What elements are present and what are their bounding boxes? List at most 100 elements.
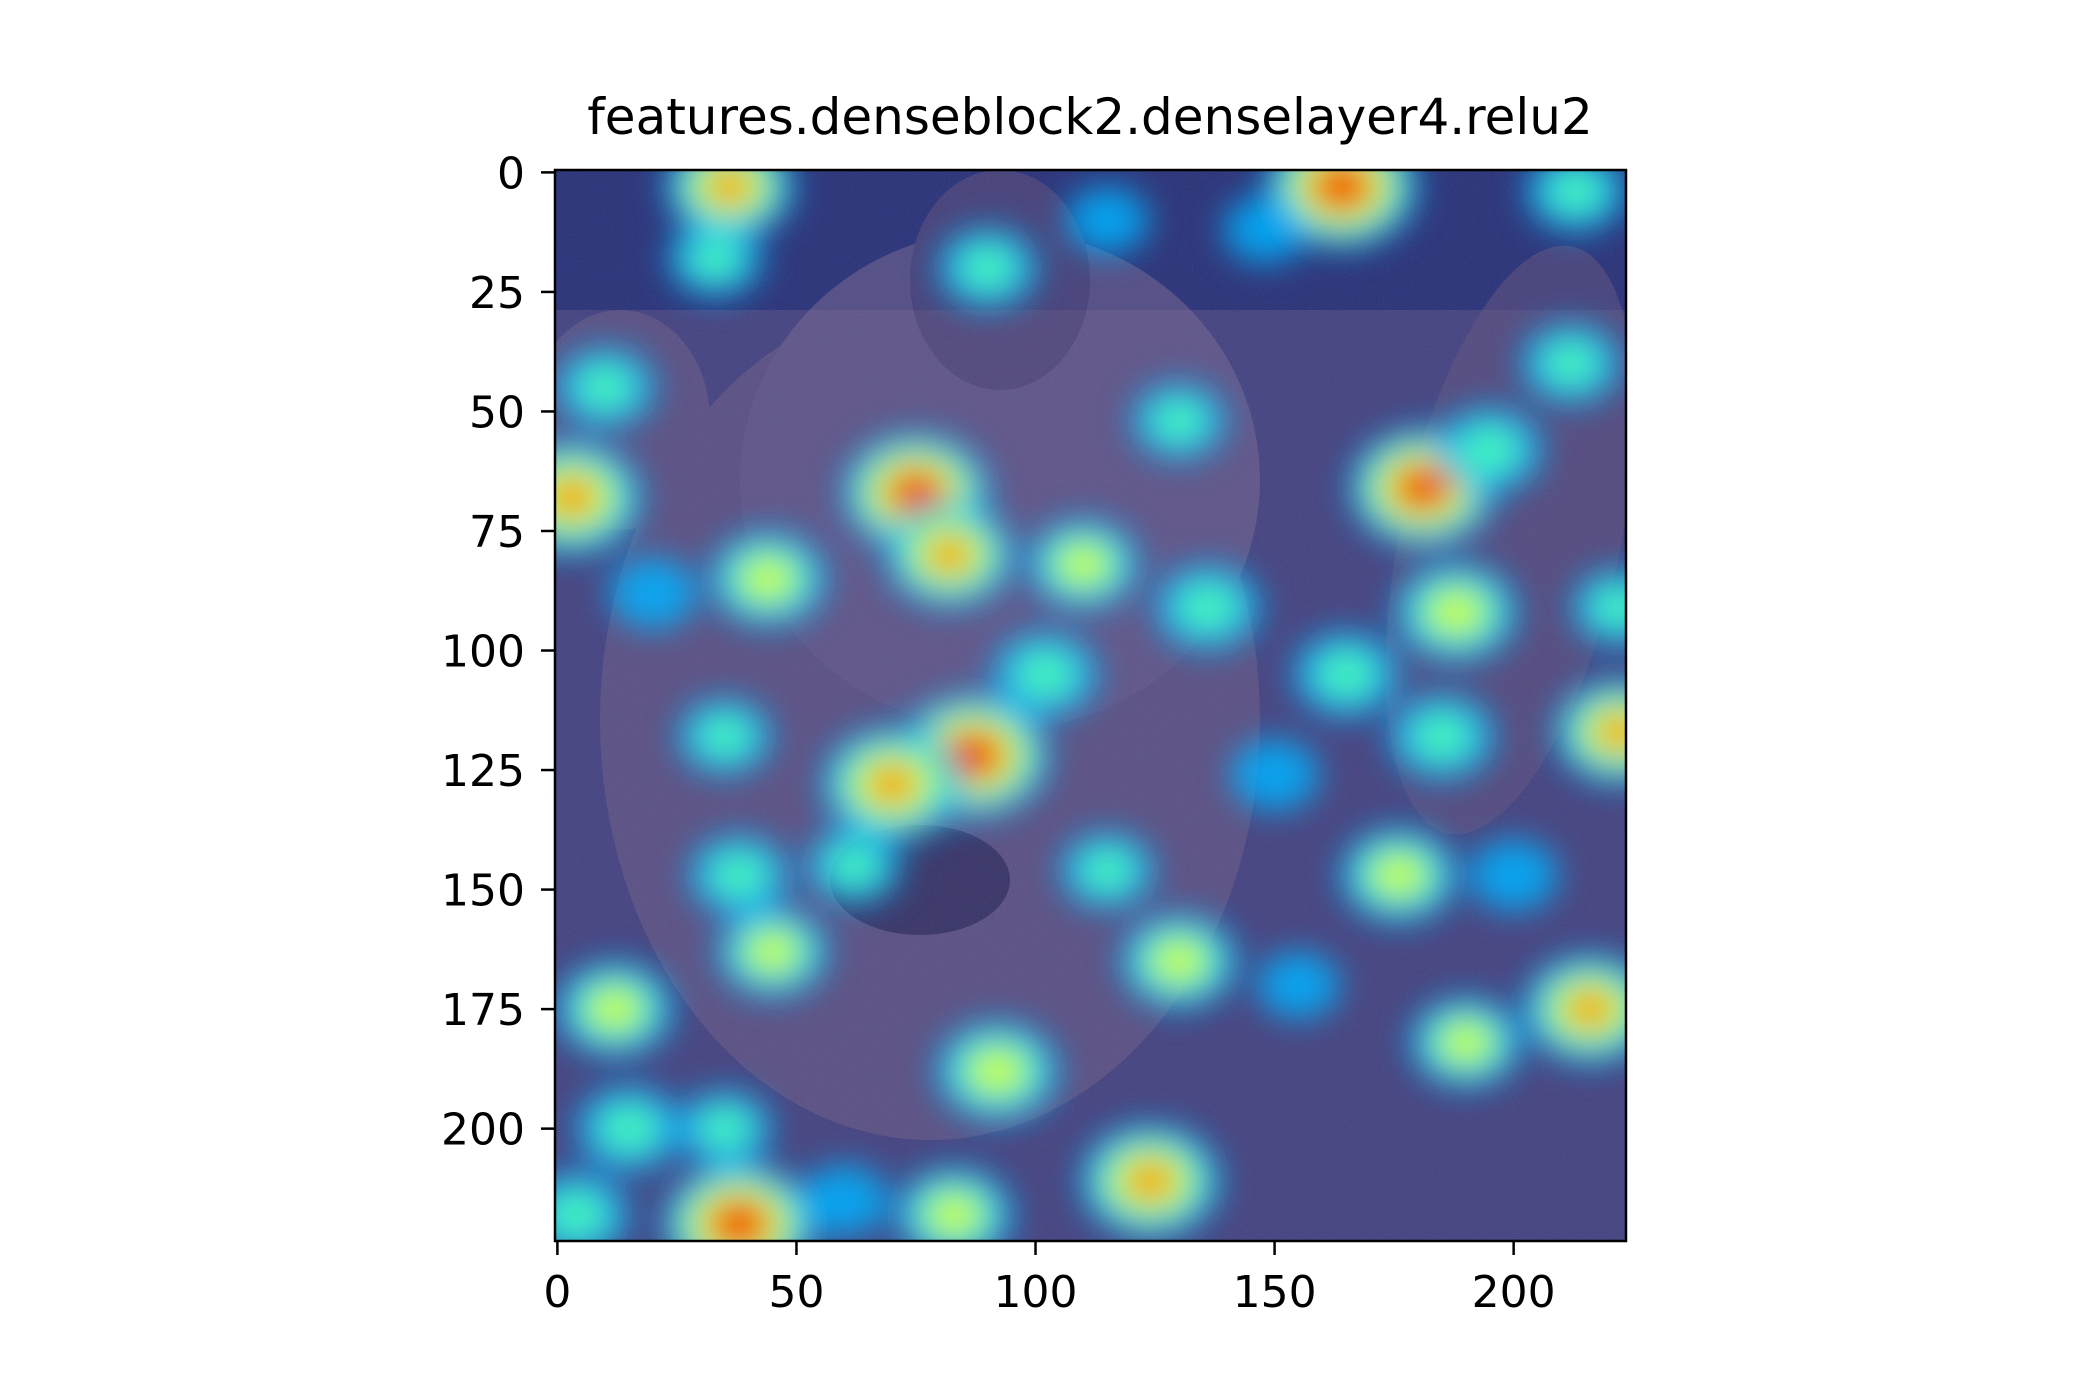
image-area (555, 170, 1626, 1241)
hotspot-level (1223, 196, 1307, 264)
y-tick-label: 0 (497, 148, 525, 199)
y-tick-label: 175 (441, 985, 525, 1036)
hotspot-level (1059, 545, 1108, 584)
x-tick-label: 100 (994, 1267, 1078, 1318)
hotspot-level (952, 738, 995, 773)
hotspot (1410, 997, 1522, 1088)
hotspot-level (896, 476, 936, 509)
hotspot-level (928, 537, 971, 573)
hotspot (576, 1085, 682, 1172)
y-tick-label: 150 (441, 866, 525, 917)
hotspot (1522, 954, 1626, 1064)
hotspot-level (1320, 170, 1363, 204)
hotspot (1525, 170, 1626, 232)
x-axis: 0 50 100 150 200 (543, 1241, 1556, 1318)
hotspot-level (1441, 1023, 1490, 1062)
hotspot-level (709, 851, 770, 900)
hotspot-level (1066, 186, 1149, 254)
y-tick-label: 50 (469, 387, 525, 438)
hotspot (665, 170, 794, 239)
hotspot-level (1597, 714, 1626, 750)
hotspot-level (696, 1105, 753, 1152)
hotspot (821, 727, 963, 842)
hotspot-level (957, 243, 1018, 293)
hotspot (1394, 562, 1518, 662)
chart-title: features.denseblock2.denselayer4.relu2 (587, 88, 1593, 146)
y-tick-label: 125 (441, 746, 525, 797)
hotspot (608, 557, 698, 629)
hotspot (1027, 519, 1139, 610)
hotspot-level (686, 235, 744, 282)
hotspot-level (589, 988, 640, 1030)
hotspot-level (1410, 710, 1474, 763)
hotspot-level (1153, 940, 1205, 982)
hotspot-level (1373, 854, 1424, 896)
hotspot (668, 220, 763, 297)
hotspot (1080, 1124, 1221, 1238)
hotspot (1554, 679, 1626, 784)
hotspot-level (608, 557, 698, 629)
hotspot-level (1402, 471, 1443, 505)
hotspot (1389, 693, 1495, 780)
y-tick-label: 25 (469, 268, 525, 319)
hotspot (1436, 406, 1543, 493)
hotspot (806, 827, 901, 904)
hotspot (1521, 323, 1621, 405)
hotspot (1257, 951, 1340, 1019)
hotspot-level (970, 1049, 1024, 1093)
hotspot (1469, 839, 1558, 911)
hotspot-level (1567, 990, 1613, 1028)
y-tick-label: 75 (469, 507, 525, 558)
hotspot-level (929, 1194, 980, 1236)
hotspot-level (1257, 951, 1340, 1019)
hotspot-level (742, 558, 793, 600)
hotspot (1571, 569, 1626, 646)
hotspot (555, 440, 642, 555)
hotspot-level (868, 765, 916, 804)
hotspot-level (555, 1189, 609, 1241)
hotspot (555, 1172, 630, 1241)
hotspot-level (1314, 648, 1378, 701)
hotspot (663, 1162, 815, 1241)
hotspot (937, 227, 1038, 309)
hotspot-level (748, 932, 797, 972)
activation-hotspots (555, 170, 1626, 1241)
hotspot-level (800, 1164, 889, 1237)
hotspot (677, 698, 772, 775)
hotspot (1131, 382, 1226, 460)
plot-frame (553, 168, 1628, 1243)
hotspot-level (597, 1103, 661, 1155)
hotspot-level (708, 170, 751, 205)
hotspot (1230, 739, 1319, 811)
hotspot-level (1079, 847, 1136, 894)
x-tick-label: 200 (1472, 1267, 1556, 1318)
hotspot-level (1469, 839, 1558, 911)
hotspot (689, 834, 789, 916)
hotspot (935, 1021, 1059, 1121)
hotspot (1340, 827, 1458, 923)
hotspot-level (1590, 584, 1626, 631)
hotspot-level (575, 363, 636, 412)
hotspot-level (1230, 739, 1319, 811)
hotspot-level (1429, 590, 1483, 634)
hotspot-level (1545, 170, 1606, 216)
hotspot-level (1013, 648, 1077, 701)
y-axis: 0 25 50 75 100 125 150 175 200 (441, 148, 555, 1156)
hotspot (1223, 196, 1307, 264)
hotspot-level (718, 1207, 760, 1241)
hotspot-level (1175, 581, 1240, 634)
hotspot (885, 502, 1014, 607)
hotspot (555, 347, 656, 428)
hotspot (716, 906, 829, 997)
hotspot (992, 631, 1098, 718)
y-tick-label: 200 (441, 1105, 525, 1156)
hotspot-level (1541, 339, 1601, 388)
hotspot (1154, 564, 1261, 651)
x-tick-label: 0 (543, 1267, 571, 1318)
hotspot-level (555, 478, 596, 517)
hotspot (1066, 186, 1149, 254)
x-tick-label: 150 (1233, 1267, 1317, 1318)
hotspot-level (1458, 424, 1522, 476)
hotspot (895, 1167, 1013, 1241)
